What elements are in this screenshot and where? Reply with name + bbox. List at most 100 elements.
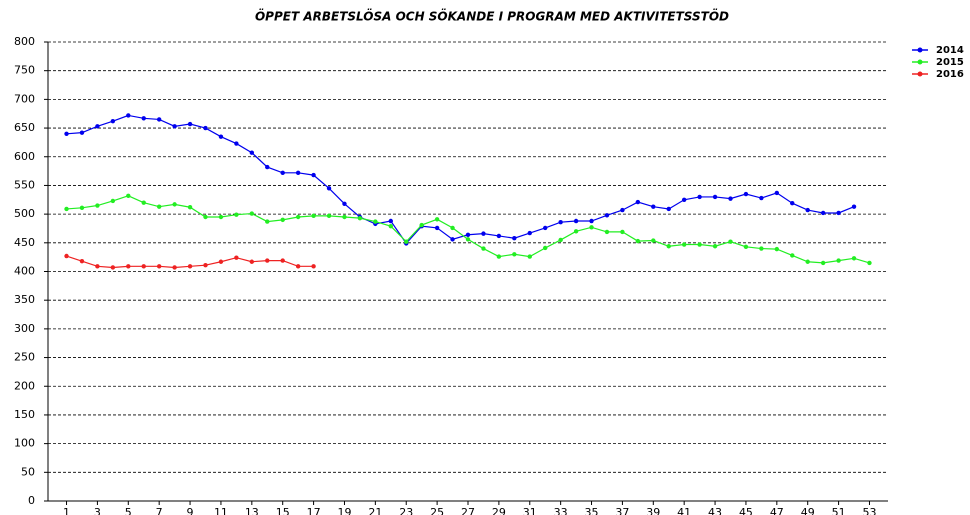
data-point bbox=[342, 201, 347, 206]
series-line bbox=[66, 114, 855, 245]
data-point bbox=[697, 194, 702, 200]
y-tick-label: 200 bbox=[14, 379, 35, 392]
data-point bbox=[851, 256, 857, 261]
y-tick-label: 700 bbox=[14, 92, 35, 105]
data-point bbox=[790, 201, 795, 206]
data-point bbox=[465, 237, 471, 242]
data-point bbox=[743, 191, 749, 197]
x-tick-label: 39 bbox=[646, 506, 660, 515]
data-point bbox=[172, 124, 177, 129]
series-line bbox=[66, 195, 870, 264]
data-point bbox=[79, 130, 85, 135]
x-tick-label: 19 bbox=[337, 506, 351, 515]
data-point bbox=[187, 121, 193, 127]
data-point bbox=[836, 258, 841, 263]
data-point bbox=[79, 205, 85, 211]
data-point bbox=[573, 229, 579, 234]
data-point bbox=[234, 255, 239, 260]
data-point bbox=[126, 264, 131, 269]
data-point bbox=[110, 265, 116, 270]
data-point bbox=[527, 254, 532, 259]
y-tick-label: 0 bbox=[28, 494, 35, 507]
data-point bbox=[558, 219, 563, 225]
data-point bbox=[820, 210, 826, 216]
y-tick-label: 300 bbox=[14, 322, 35, 335]
data-point bbox=[234, 141, 239, 146]
data-point bbox=[851, 204, 857, 209]
data-point bbox=[743, 244, 749, 250]
data-point bbox=[805, 207, 810, 213]
data-point bbox=[249, 211, 255, 216]
data-point bbox=[172, 202, 177, 207]
x-tick-label: 5 bbox=[125, 506, 132, 515]
data-point bbox=[295, 170, 301, 176]
legend-label: 2014 bbox=[936, 45, 964, 56]
x-tick-label: 29 bbox=[492, 506, 506, 515]
data-point bbox=[265, 219, 270, 224]
data-point bbox=[265, 258, 270, 263]
data-point bbox=[496, 233, 502, 239]
y-tick-label: 100 bbox=[14, 437, 35, 450]
data-point bbox=[666, 206, 671, 212]
data-point bbox=[187, 205, 193, 210]
x-tick-label: 45 bbox=[739, 506, 753, 515]
data-point bbox=[141, 200, 146, 205]
x-tick-label: 21 bbox=[368, 506, 382, 515]
data-point bbox=[527, 230, 532, 236]
data-point bbox=[64, 131, 69, 136]
x-tick-label: 27 bbox=[461, 506, 475, 515]
data-point bbox=[95, 203, 100, 208]
legend-label: 2015 bbox=[936, 57, 964, 68]
data-point bbox=[604, 213, 610, 218]
x-tick-label: 47 bbox=[770, 506, 784, 515]
data-point bbox=[187, 264, 193, 269]
data-point bbox=[126, 193, 131, 198]
data-point bbox=[481, 246, 486, 251]
data-point bbox=[759, 246, 764, 251]
data-point bbox=[774, 246, 780, 252]
data-point bbox=[280, 217, 285, 223]
data-point bbox=[295, 264, 301, 269]
data-point bbox=[156, 264, 162, 269]
x-tick-label: 37 bbox=[615, 506, 629, 515]
data-point bbox=[543, 245, 548, 251]
data-point bbox=[79, 258, 85, 264]
data-point bbox=[141, 264, 146, 269]
legend-label: 2016 bbox=[936, 69, 964, 80]
x-tick-label: 35 bbox=[585, 506, 599, 515]
data-point bbox=[620, 229, 625, 235]
x-tick-label: 53 bbox=[862, 506, 876, 515]
data-point bbox=[589, 218, 594, 224]
data-point bbox=[249, 150, 255, 155]
x-tick-label: 3 bbox=[94, 506, 101, 515]
data-point bbox=[635, 238, 641, 244]
x-tick-label: 51 bbox=[832, 506, 846, 515]
data-point bbox=[635, 199, 641, 205]
data-point bbox=[836, 210, 841, 216]
data-point bbox=[342, 214, 347, 220]
y-tick-label: 750 bbox=[14, 64, 35, 77]
legend-swatch bbox=[917, 59, 923, 65]
data-point bbox=[265, 164, 270, 170]
x-tick-label: 1 bbox=[63, 506, 70, 515]
x-tick-label: 13 bbox=[245, 506, 259, 515]
data-point bbox=[64, 206, 69, 212]
x-tick-label: 23 bbox=[399, 506, 413, 515]
data-point bbox=[712, 244, 718, 249]
data-point bbox=[759, 195, 764, 201]
data-point bbox=[141, 116, 146, 121]
data-point bbox=[512, 252, 517, 257]
x-tick-label: 17 bbox=[307, 506, 321, 515]
data-point bbox=[95, 124, 100, 129]
y-tick-label: 150 bbox=[14, 408, 35, 421]
y-tick-label: 450 bbox=[14, 236, 35, 249]
data-point bbox=[218, 134, 224, 139]
x-tick-label: 9 bbox=[187, 506, 194, 515]
data-point bbox=[203, 214, 208, 220]
data-point bbox=[651, 238, 656, 243]
data-point bbox=[218, 259, 224, 264]
data-point bbox=[450, 225, 455, 231]
x-tick-label: 15 bbox=[276, 506, 290, 515]
y-tick-label: 550 bbox=[14, 178, 35, 191]
data-point bbox=[218, 214, 224, 220]
